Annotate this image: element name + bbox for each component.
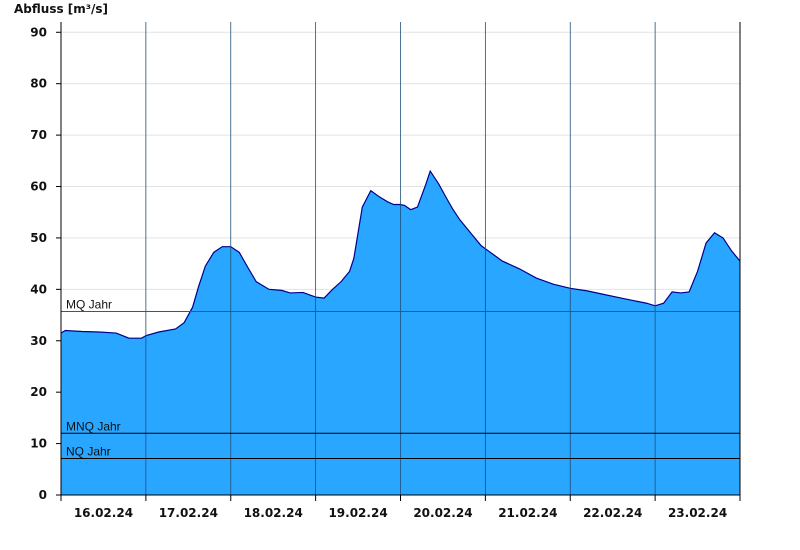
x-axis-ticks: 16.02.24 17.02.24 18.02.24 19.02.24 20.02.24…: [60, 495, 741, 520]
x-tick-label: 23.02.24: [668, 506, 727, 520]
y-tick-label: 20: [30, 385, 47, 399]
x-tick-label: 21.02.24: [498, 506, 557, 520]
discharge-series: [60, 22, 741, 495]
reference-label: MQ Jahr: [66, 297, 112, 311]
y-tick-label: 80: [30, 77, 47, 91]
discharge-line: [60, 169, 741, 339]
reference-label: MNQ Jahr: [66, 419, 121, 433]
y-tick-label: 50: [30, 231, 47, 245]
y-axis-title: Abfluss [m³/s]: [14, 2, 108, 16]
x-tick-label: 22.02.24: [583, 506, 642, 520]
y-tick-label: 60: [30, 180, 47, 194]
x-tick-label: 20.02.24: [413, 506, 472, 520]
y-tick-label: 0: [39, 488, 47, 502]
y-tick-label: 10: [30, 437, 47, 451]
x-tick-label: 19.02.24: [328, 506, 387, 520]
x-tick-label: 16.02.24: [74, 506, 133, 520]
y-tick-label: 70: [30, 128, 47, 142]
reference-label: NQ Jahr: [66, 444, 111, 458]
x-tick-label: 18.02.24: [244, 506, 303, 520]
y-axis-ticks: 0 10 20 30 40 50 60 70 80 90: [30, 25, 61, 502]
y-tick-label: 40: [30, 282, 47, 296]
y-tick-label: 90: [30, 25, 47, 39]
x-tick-label: 17.02.24: [159, 506, 218, 520]
reference-lines: MQ Jahr MNQ Jahr NQ Jahr: [61, 297, 740, 459]
y-tick-label: 30: [30, 334, 47, 348]
